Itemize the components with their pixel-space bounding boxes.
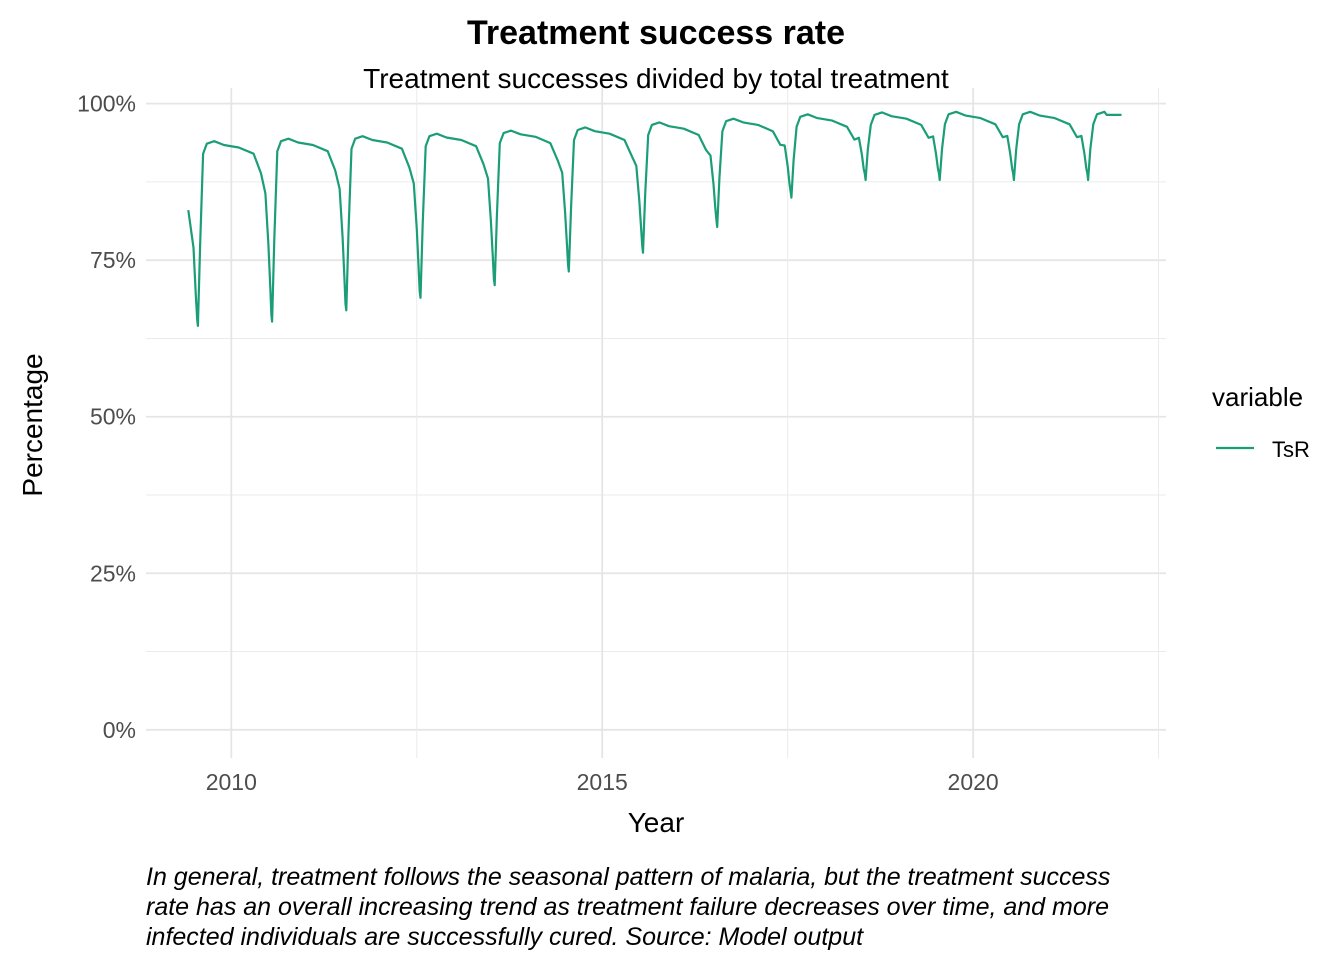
y-tick-label: 100% — [77, 91, 136, 117]
x-tick-label: 2020 — [948, 769, 999, 795]
legend-title: variable — [1212, 382, 1303, 412]
x-tick-label: 2015 — [577, 769, 628, 795]
y-tick-label: 75% — [90, 247, 136, 273]
legend-label-tsr: TsR — [1272, 437, 1310, 462]
chart-caption: In general, treatment follows the season… — [146, 863, 1111, 951]
grid-lines — [146, 88, 1166, 758]
y-axis-tick-labels: 0% 25% 50% 75% 100% — [77, 91, 136, 743]
series-layer — [187, 110, 1122, 327]
chart-title: Treatment success rate — [467, 14, 845, 52]
y-tick-label: 50% — [90, 404, 136, 430]
y-tick-label: 25% — [90, 560, 136, 586]
x-axis-tick-labels: 2010 2015 2020 — [206, 769, 999, 795]
x-tick-label: 2010 — [206, 769, 257, 795]
chart-subtitle: Treatment successes divided by total tre… — [363, 63, 949, 94]
series-line-tsr — [187, 110, 1122, 327]
x-axis-title: Year — [628, 807, 685, 838]
legend: variable TsR — [1212, 382, 1310, 462]
y-axis-title: Percentage — [17, 353, 48, 496]
y-tick-label: 0% — [103, 717, 136, 743]
